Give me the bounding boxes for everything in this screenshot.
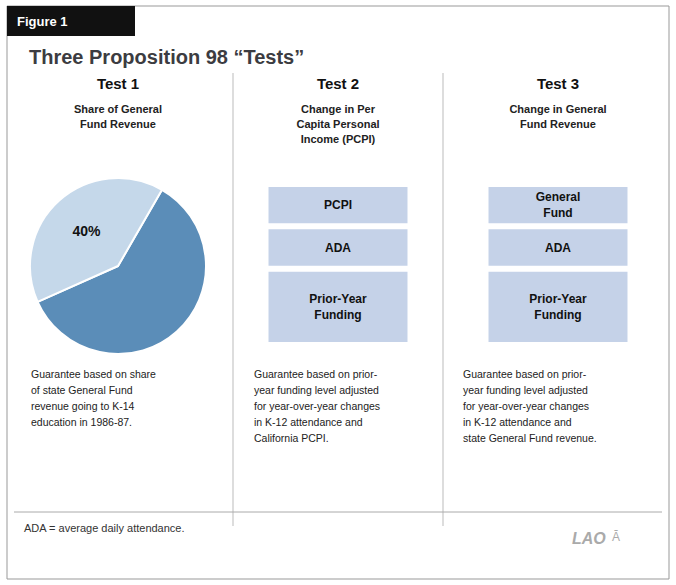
svg-text:in K-12 attendance and: in K-12 attendance and xyxy=(463,416,572,428)
svg-text:LAO: LAO xyxy=(572,530,606,547)
svg-text:for year-over-year changes: for year-over-year changes xyxy=(254,400,380,412)
svg-text:of state General Fund: of state General Fund xyxy=(31,384,133,396)
svg-text:in K-12 attendance and: in K-12 attendance and xyxy=(254,416,363,428)
svg-text:General: General xyxy=(536,190,581,204)
svg-text:Fund Revenue: Fund Revenue xyxy=(520,118,596,130)
svg-text:year funding level adjusted: year funding level adjusted xyxy=(463,384,588,396)
svg-text:Test 2: Test 2 xyxy=(317,75,359,92)
svg-text:Prior-Year: Prior-Year xyxy=(529,292,587,306)
svg-text:40%: 40% xyxy=(73,223,102,239)
svg-text:Fund: Fund xyxy=(543,206,572,220)
svg-text:ADA = average daily attendance: ADA = average daily attendance. xyxy=(24,522,185,534)
svg-text:PCPI: PCPI xyxy=(324,198,352,212)
svg-text:Change in General: Change in General xyxy=(509,103,606,115)
svg-text:Income (PCPI): Income (PCPI) xyxy=(301,133,376,145)
svg-text:Change in Per: Change in Per xyxy=(301,103,376,115)
svg-text:Ā: Ā xyxy=(612,530,620,544)
svg-text:Guarantee based on prior-: Guarantee based on prior- xyxy=(463,368,587,380)
svg-text:Guarantee based on prior-: Guarantee based on prior- xyxy=(254,368,378,380)
svg-text:Funding: Funding xyxy=(314,308,361,322)
svg-text:ADA: ADA xyxy=(545,241,571,255)
svg-text:Figure 1: Figure 1 xyxy=(17,14,68,29)
svg-text:revenue going to K-14: revenue going to K-14 xyxy=(31,400,134,412)
svg-text:Capita Personal: Capita Personal xyxy=(296,118,379,130)
svg-text:education in 1986-87.: education in 1986-87. xyxy=(31,416,132,428)
svg-text:for year-over-year changes: for year-over-year changes xyxy=(463,400,589,412)
svg-text:ADA: ADA xyxy=(325,241,351,255)
svg-text:Funding: Funding xyxy=(534,308,581,322)
svg-text:Test 3: Test 3 xyxy=(537,75,579,92)
svg-text:year funding level adjusted: year funding level adjusted xyxy=(254,384,379,396)
svg-text:California PCPI.: California PCPI. xyxy=(254,432,329,444)
svg-text:Guarantee based on share: Guarantee based on share xyxy=(31,368,156,380)
svg-text:Test 1: Test 1 xyxy=(97,75,139,92)
svg-text:Share of General: Share of General xyxy=(74,103,162,115)
svg-text:Three Proposition 98 “Tests”: Three Proposition 98 “Tests” xyxy=(29,46,304,68)
svg-text:Fund Revenue: Fund Revenue xyxy=(80,118,156,130)
svg-text:Prior-Year: Prior-Year xyxy=(309,292,367,306)
svg-text:state General Fund revenue.: state General Fund revenue. xyxy=(463,432,597,444)
